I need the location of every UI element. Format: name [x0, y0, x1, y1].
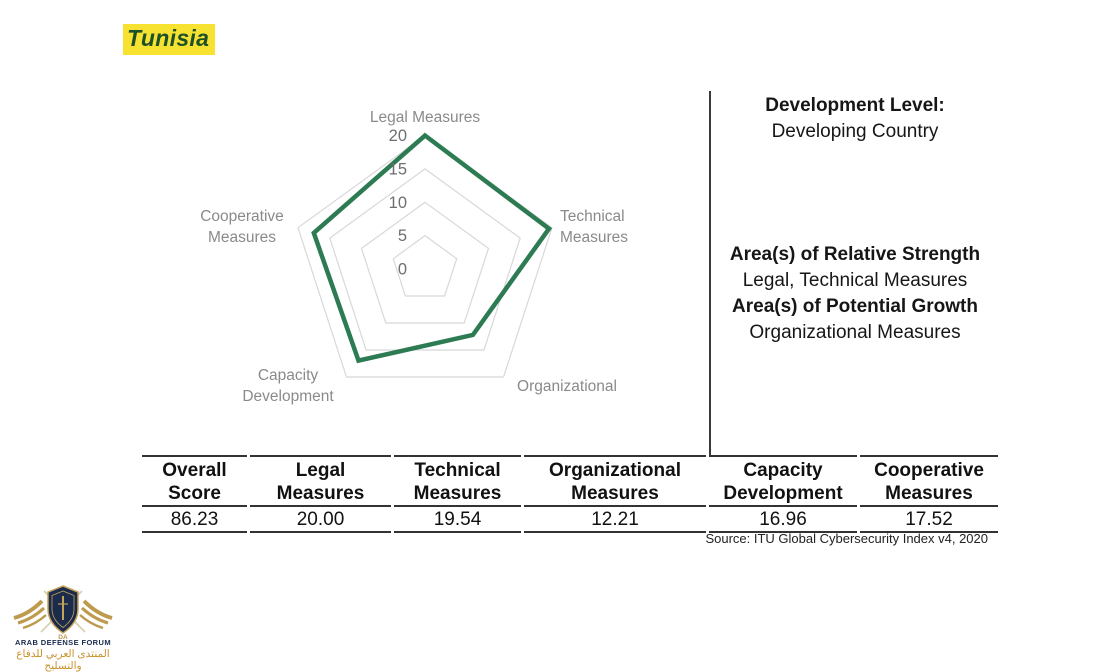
vertical-divider — [709, 91, 711, 455]
development-level-value: Developing Country — [771, 121, 939, 142]
source-citation: Source: ITU Global Cybersecurity Index v… — [705, 531, 988, 546]
table-column-legal-measures: Legal Measures 20.00 — [250, 455, 391, 533]
column-value: 16.96 — [709, 507, 857, 533]
axis-label: Technical Measures — [560, 208, 628, 246]
watermark-monogram: DA — [58, 634, 68, 640]
relative-strength-label: Area(s) of Relative Strength — [729, 244, 981, 265]
info-panel: Development Level: Developing Country Ar… — [712, 93, 998, 346]
grid-ring — [360, 201, 490, 324]
column-header: Legal Measures — [250, 457, 391, 507]
table-column-technical-measures: Technical Measures 19.54 — [394, 455, 521, 533]
watermark-name-ar: المنتدى العربي للدفاع والتسليح — [16, 648, 110, 672]
table-column-overall-score: Overall Score 86.23 — [142, 455, 247, 533]
left-wing-icon — [13, 599, 47, 630]
tick-label: 15 — [389, 160, 407, 178]
column-value: 17.52 — [860, 507, 998, 533]
axis-label: Cooperative Measures — [200, 208, 284, 246]
column-value: 19.54 — [394, 507, 521, 533]
watermark-logo: DA ARAB DEFENSE FORUM المنتدى العربي للد… — [8, 582, 118, 672]
table-column-organizational-measures: Organizational Measures 12.21 — [524, 455, 706, 533]
column-value: 86.23 — [142, 507, 247, 533]
column-value: 12.21 — [524, 507, 706, 533]
grid-ring — [392, 234, 458, 297]
data-polygon — [311, 132, 553, 364]
potential-growth-label: Area(s) of Potential Growth — [732, 296, 978, 317]
watermark-emblem-icon: DA — [13, 585, 113, 640]
page-title: Tunisia — [123, 24, 216, 55]
axis-label: Legal Measures — [370, 109, 481, 126]
info-panel-spacer — [712, 145, 998, 242]
right-wing-icon — [79, 599, 113, 630]
column-header: Organizational Measures — [524, 457, 706, 507]
grid-ring — [329, 168, 521, 351]
watermark-name-en: ARAB DEFENSE FORUM — [15, 638, 111, 647]
axis-label: Capacity Development — [242, 367, 334, 405]
column-value: 20.00 — [250, 507, 391, 533]
relative-strength-value: Legal, Technical Measures — [742, 270, 968, 291]
tick-label: 20 — [389, 127, 407, 145]
page-title-text: Tunisia — [127, 25, 210, 51]
column-header: Cooperative Measures — [860, 457, 998, 507]
potential-growth-value: Organizational Measures — [749, 322, 961, 343]
tick-label: 10 — [389, 194, 407, 212]
tick-label: 5 — [398, 227, 407, 245]
table-column-cooperative-measures: Cooperative Measures 17.52 — [860, 455, 998, 533]
shield-icon — [47, 585, 79, 634]
column-header: Technical Measures — [394, 457, 521, 507]
column-header: Capacity Development — [709, 457, 857, 507]
column-header: Overall Score — [142, 457, 247, 507]
axis-label: Organizational — [517, 378, 617, 395]
development-level-label: Development Level: — [765, 95, 945, 116]
tick-label: 0 — [398, 261, 407, 279]
score-table: Overall Score 86.23 Legal Measures 20.00… — [142, 455, 998, 533]
table-column-capacity-development: Capacity Development 16.96 — [709, 455, 857, 533]
